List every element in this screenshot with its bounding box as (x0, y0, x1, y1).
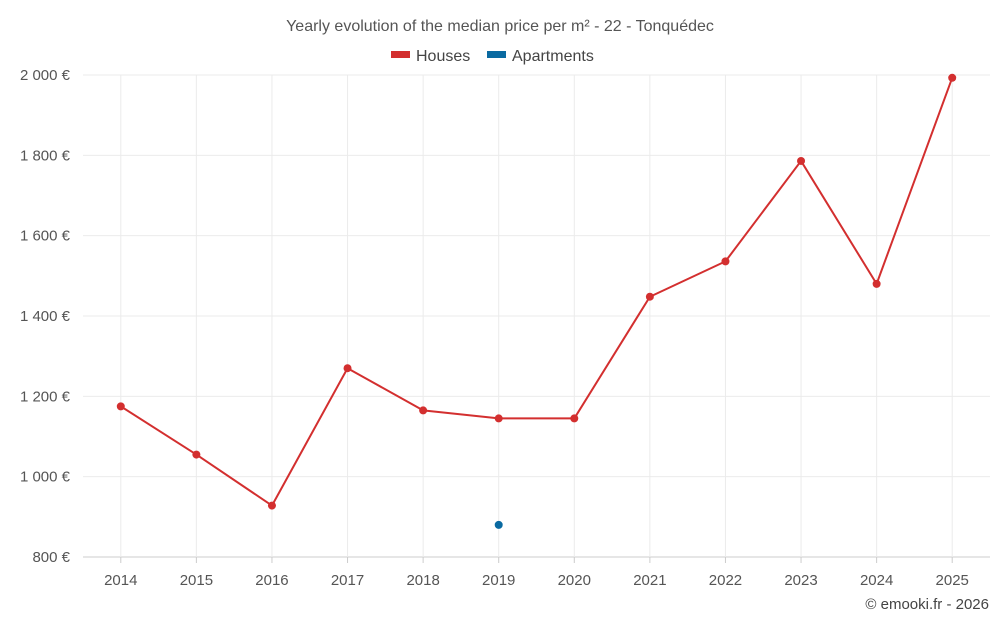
chart-title: Yearly evolution of the median price per… (286, 18, 714, 35)
legend-label-apartments: Apartments (512, 48, 594, 65)
x-tick-label: 2019 (482, 572, 515, 589)
data-point-houses-2025 (948, 73, 957, 82)
x-tick-label: 2014 (104, 572, 137, 589)
y-tick-label: 1 800 € (20, 147, 71, 164)
legend: Houses Apartments (391, 48, 594, 65)
x-tick-label: 2023 (784, 572, 817, 589)
data-point-houses-2023 (797, 156, 806, 165)
x-tick-label: 2015 (180, 572, 213, 589)
x-tick-label: 2022 (709, 572, 742, 589)
y-axis: 800 € 1 000 € 1 200 € 1 400 € 1 600 € 1 800 €… (20, 67, 71, 566)
x-tick-label: 2016 (255, 572, 288, 589)
x-axis: 2014 2015 2016 2017 2018 2019 2020 2021 2022 2023… (104, 557, 969, 589)
y-tick-label: 800 € (32, 549, 70, 566)
y-tick-label: 2 000 € (20, 67, 71, 84)
x-tick-label: 2018 (406, 572, 439, 589)
legend-item-houses[interactable]: Houses (391, 48, 470, 65)
data-point-houses-2022 (721, 257, 730, 266)
legend-swatch-houses (391, 51, 410, 58)
data-point-houses-2015 (192, 450, 201, 459)
series-line-houses (120, 77, 954, 507)
y-tick-label: 1 600 € (20, 228, 71, 245)
gridlines (83, 74, 990, 558)
data-point-houses-2017 (343, 364, 352, 373)
data-point-houses-2014 (116, 402, 125, 411)
data-point-houses-2018 (419, 406, 428, 415)
credit-text: © emooki.fr - 2026 (865, 596, 989, 613)
series-layer (116, 73, 957, 529)
legend-item-apartments[interactable]: Apartments (487, 48, 594, 65)
data-point-houses-2019 (494, 414, 503, 423)
y-tick-label: 1 000 € (20, 469, 71, 486)
data-point-houses-2016 (267, 501, 276, 510)
data-point-houses-2021 (645, 292, 654, 301)
x-tick-label: 2025 (936, 572, 969, 589)
y-tick-label: 1 200 € (20, 388, 71, 405)
x-tick-label: 2021 (633, 572, 666, 589)
y-tick-label: 1 400 € (20, 308, 71, 325)
data-point-apartments-2019 (494, 520, 503, 529)
x-tick-label: 2020 (558, 572, 591, 589)
data-point-houses-2020 (570, 414, 579, 423)
legend-label-houses: Houses (416, 48, 470, 65)
data-point-houses-2024 (872, 279, 881, 288)
x-tick-label: 2017 (331, 572, 364, 589)
x-tick-label: 2024 (860, 572, 893, 589)
legend-swatch-apartments (487, 51, 506, 58)
